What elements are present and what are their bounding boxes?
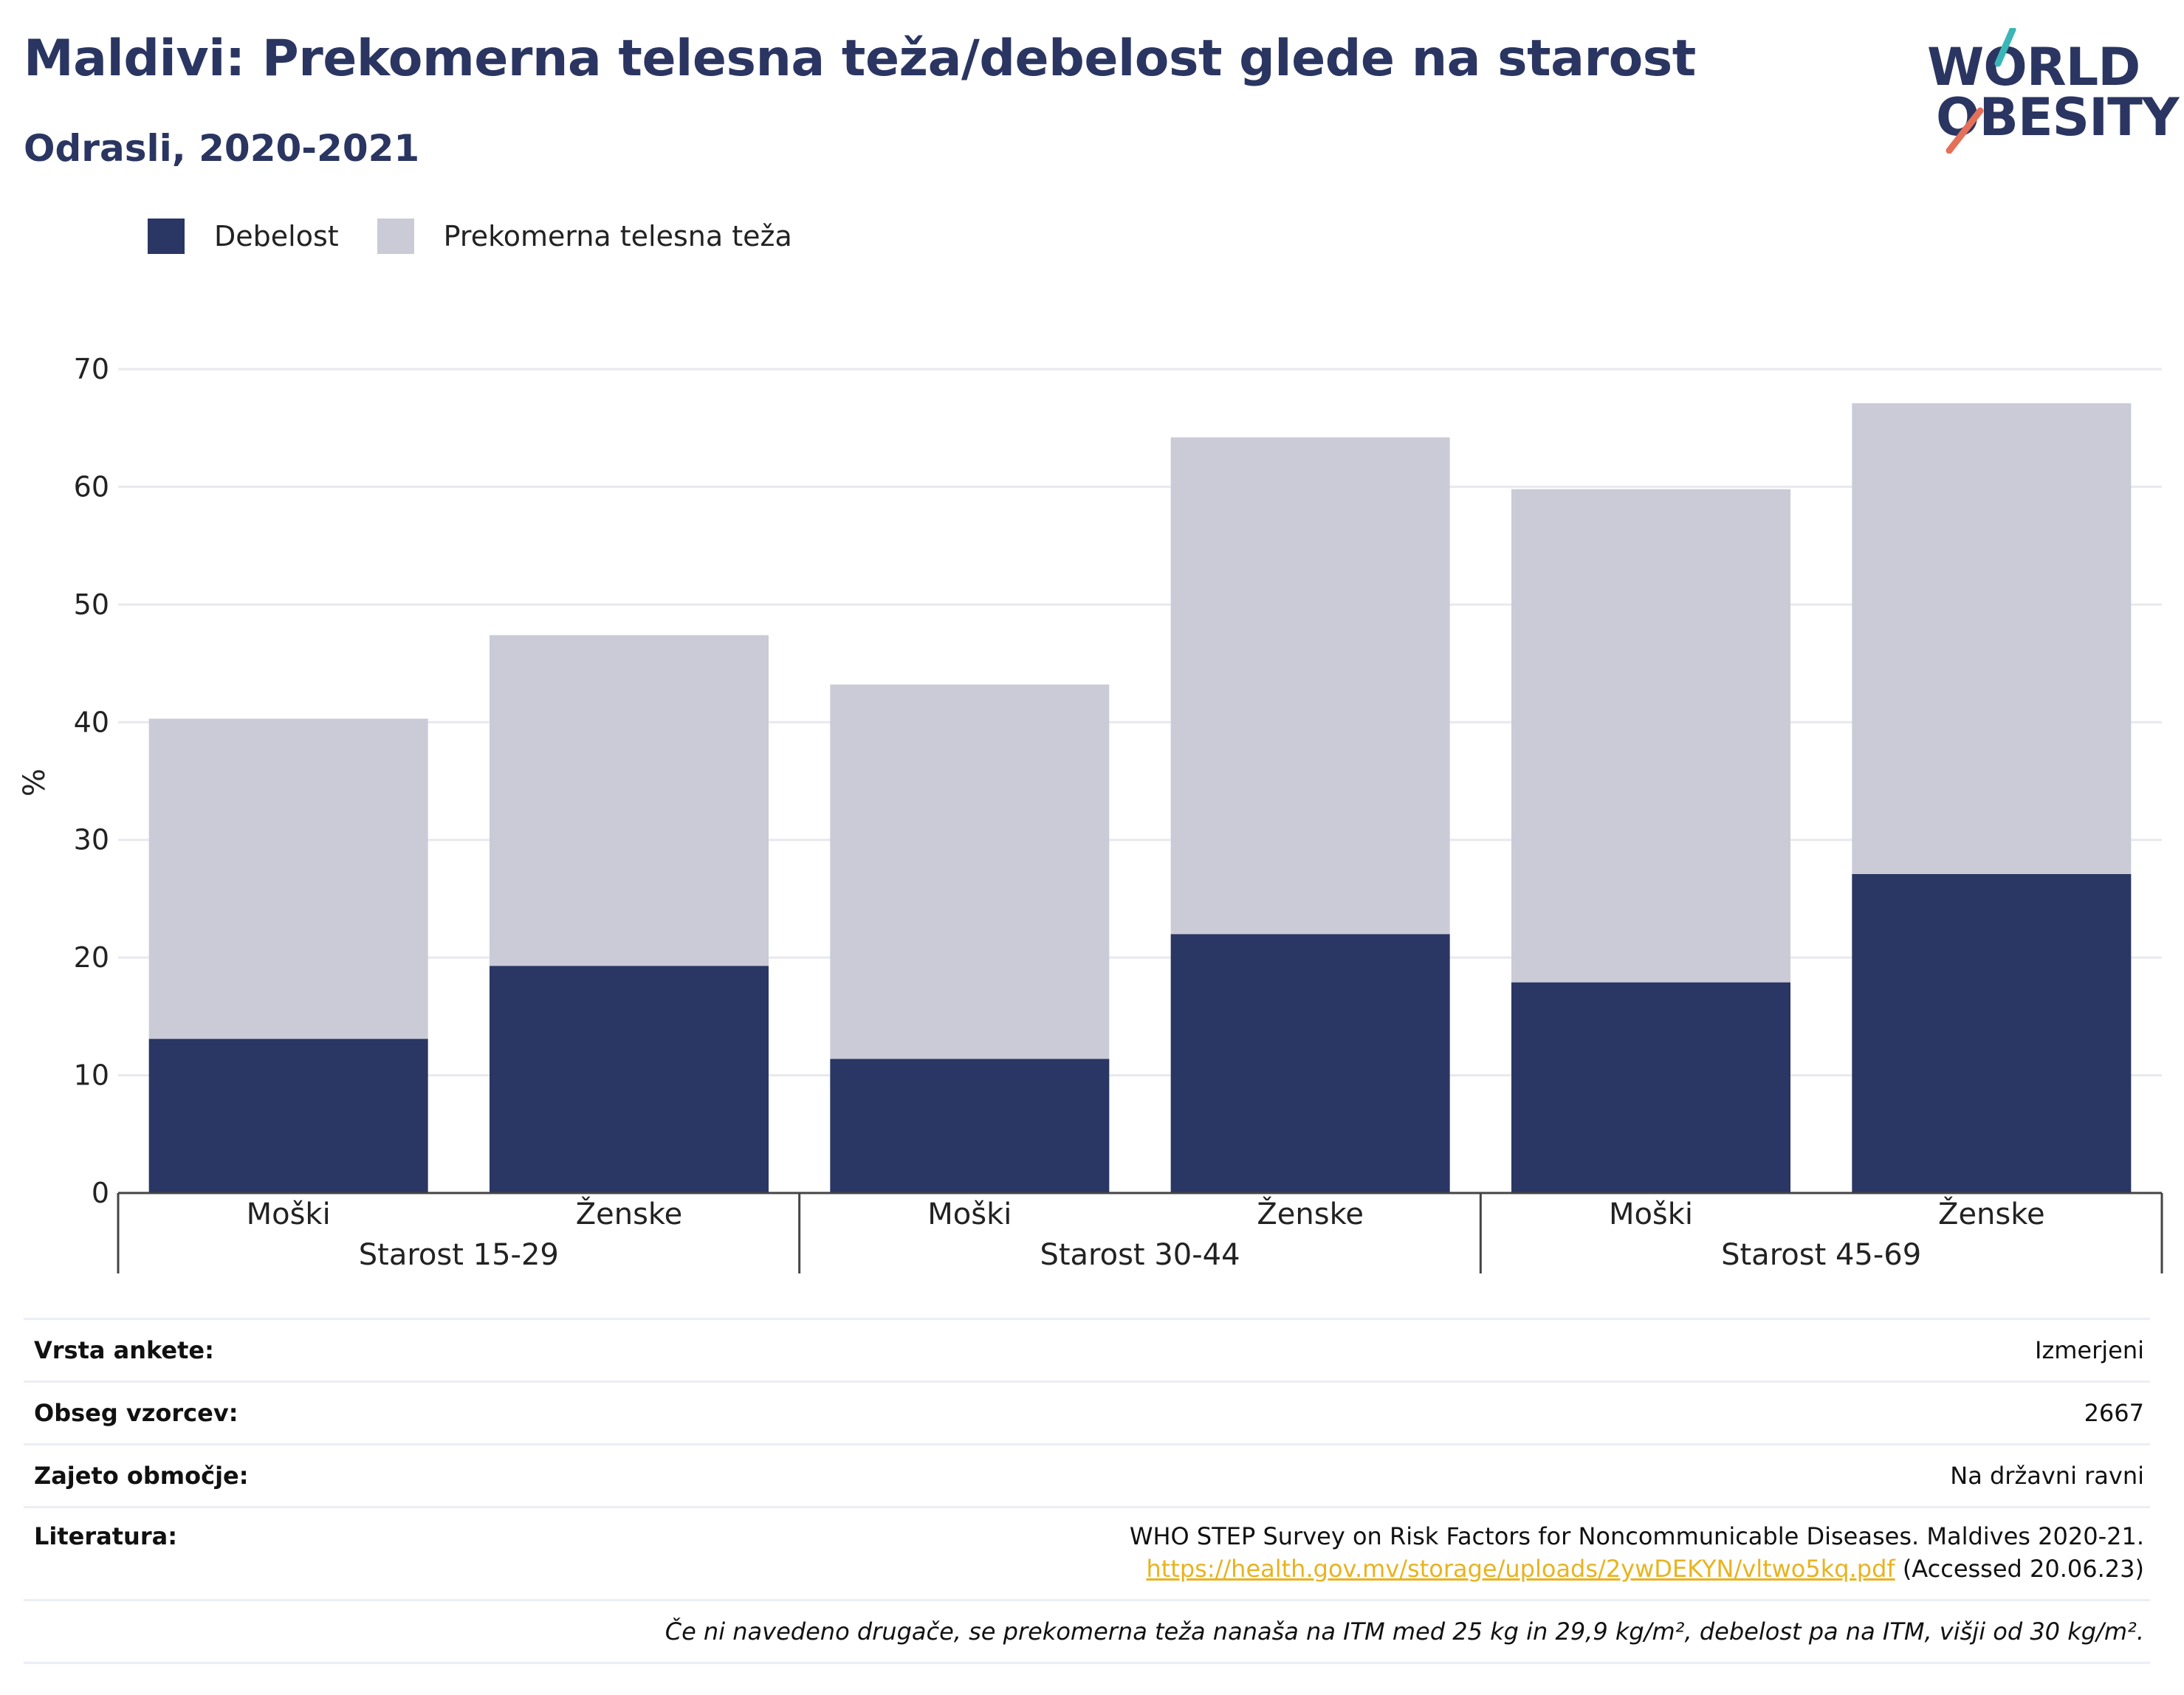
- bar-segment: [830, 684, 1110, 1059]
- x-tick-label: Ženske: [576, 1196, 683, 1231]
- legend-swatch-prekomerna: [377, 219, 414, 254]
- legend-label-prekomerna: Prekomerna telesna teža: [443, 220, 792, 252]
- x-tick-label: Moški: [1609, 1197, 1693, 1231]
- reference-value: WHO STEP Survey on Risk Factors for Nonc…: [1130, 1520, 2150, 1585]
- bar-segment: [1170, 934, 1450, 1193]
- logo-line-1: WORLD: [1927, 37, 2140, 97]
- logo-slash-icon: [1946, 28, 2016, 154]
- x-tick-label: Moški: [927, 1197, 1012, 1231]
- reference-link[interactable]: https://health.gov.mv/storage/uploads/2y…: [1146, 1555, 1895, 1583]
- y-tick-label: 10: [74, 1059, 109, 1092]
- group-label: Starost 15-29: [359, 1238, 559, 1272]
- x-tick-label: Ženske: [1257, 1196, 1364, 1231]
- bar-segment: [1852, 403, 2132, 874]
- page-subtitle: Odrasli, 2020-2021: [24, 127, 420, 170]
- y-tick-label: 20: [74, 941, 109, 974]
- legend-swatch-debelost: [148, 219, 185, 254]
- coverage-label: Zajeto območje:: [34, 1462, 249, 1490]
- bar-segment: [830, 1059, 1110, 1193]
- bar-segment: [1511, 982, 1790, 1193]
- survey-info-table: Vrsta ankete: Izmerjeni Obseg vzorcev: 2…: [24, 1318, 2150, 1664]
- info-row-sample: Obseg vzorcev: 2667: [24, 1381, 2150, 1443]
- bar-segment: [148, 1039, 428, 1193]
- page-title: Maldivi: Prekomerna telesna teža/debelos…: [24, 30, 1696, 88]
- bar-segment: [148, 718, 428, 1039]
- bar-segment: [1511, 489, 1790, 983]
- bar-segment: [490, 966, 769, 1193]
- bar-segment: [490, 635, 769, 966]
- info-row-note: Če ni navedeno drugače, se prekomerna te…: [24, 1599, 2150, 1664]
- sample-label: Obseg vzorcev:: [34, 1399, 238, 1427]
- y-tick-label: 0: [92, 1177, 109, 1209]
- coverage-value: Na državni ravni: [1950, 1462, 2144, 1490]
- survey-type-label: Vrsta ankete:: [34, 1336, 214, 1364]
- y-tick-label: 50: [74, 588, 109, 621]
- reference-label: Literatura:: [34, 1522, 177, 1550]
- info-row-reference: Literatura: WHO STEP Survey on Risk Fact…: [24, 1506, 2150, 1599]
- info-row-survey-type: Vrsta ankete: Izmerjeni: [24, 1318, 2150, 1381]
- legend-item-prekomerna: Prekomerna telesna teža: [377, 219, 792, 254]
- bar-segment: [1170, 437, 1450, 935]
- sample-value: 2667: [2084, 1399, 2144, 1427]
- group-label: Starost 30-44: [1040, 1238, 1240, 1272]
- y-axis-label: %: [18, 769, 52, 797]
- legend-label-debelost: Debelost: [214, 220, 339, 252]
- stacked-bar-chart: 0 10 20 30 40 50 60 70% Moški Ženske Moški Ženske Mo…: [18, 353, 2163, 1273]
- world-obesity-logo: WORLD OBESITY: [1927, 28, 2180, 154]
- y-tick-label: 60: [74, 470, 109, 503]
- y-tick-label: 30: [74, 824, 109, 856]
- group-label: Starost 45-69: [1721, 1238, 1921, 1272]
- reference-accessed: (Accessed 20.06.23): [1895, 1555, 2144, 1583]
- x-tick-label: Moški: [247, 1197, 331, 1231]
- x-tick-label: Ženske: [1938, 1196, 2045, 1231]
- legend-item-debelost: Debelost: [148, 219, 339, 254]
- y-tick-label: 40: [74, 706, 109, 738]
- survey-type-value: Izmerjeni: [2035, 1336, 2144, 1364]
- info-row-coverage: Zajeto območje: Na državni ravni: [24, 1443, 2150, 1506]
- definition-note: Če ni navedeno drugače, se prekomerna te…: [665, 1617, 2144, 1646]
- reference-text: WHO STEP Survey on Risk Factors for Nonc…: [1129, 1522, 2144, 1550]
- y-tick-label: 70: [74, 353, 109, 385]
- chart-legend: Debelost Prekomerna telesna teža: [148, 219, 831, 254]
- bar-segment: [1852, 873, 2132, 1193]
